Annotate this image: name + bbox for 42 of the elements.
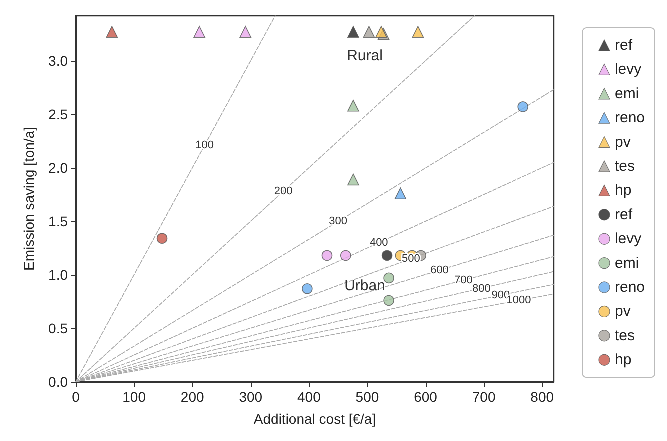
annotation: 600	[430, 264, 449, 277]
x-axis-title: Additional cost [€/a]	[254, 411, 376, 427]
y-tick-label: 0.5	[48, 320, 68, 336]
x-tick-label: 0	[72, 389, 80, 405]
y-tick-label: 3.0	[48, 52, 68, 69]
x-tick-label: 700	[472, 389, 496, 405]
legend-label: ref	[614, 37, 634, 54]
y-tick-label: 1.5	[48, 213, 68, 230]
legend-label: levy	[614, 61, 642, 78]
x-tick-label: 800	[530, 389, 554, 405]
legend-label: tes	[614, 327, 635, 344]
annotation: 1000	[506, 294, 532, 307]
annotation: 700	[454, 274, 473, 286]
legend-label: hp	[614, 352, 632, 369]
legend-label: pv	[614, 134, 632, 151]
annotation: 300	[329, 215, 348, 228]
y-axis-title: Emission saving [ton/a]	[21, 127, 37, 271]
legend-label: reno	[614, 110, 646, 127]
legend-label: hp	[614, 182, 632, 200]
legend-label: reno	[614, 279, 646, 296]
y-tick-label: 1.0	[48, 266, 68, 283]
legend-label: levy	[614, 230, 642, 248]
annotation: Urban	[344, 278, 386, 294]
annotation: Rural	[347, 48, 383, 64]
annotation: 400	[370, 236, 388, 249]
annotation: 800	[472, 282, 491, 295]
annotation: 200	[274, 186, 293, 198]
x-tick-label: 500	[356, 389, 380, 405]
legend-label: emi	[614, 254, 640, 272]
legend-label: pv	[614, 303, 632, 320]
annotation: 100	[196, 139, 214, 152]
x-tick-label: 600	[414, 389, 438, 405]
x-tick-label: 100	[122, 389, 146, 405]
legend-label: emi	[614, 85, 640, 102]
y-tick-label: 0.0	[48, 374, 68, 390]
legend-label: tes	[614, 158, 635, 175]
y-tick-label: 2.5	[48, 106, 68, 122]
x-tick-label: 200	[180, 389, 204, 405]
y-tick-label: 2.0	[48, 160, 68, 176]
x-tick-label: 300	[239, 389, 263, 405]
legend-label: ref	[614, 206, 634, 224]
x-tick-label: 400	[297, 389, 322, 405]
